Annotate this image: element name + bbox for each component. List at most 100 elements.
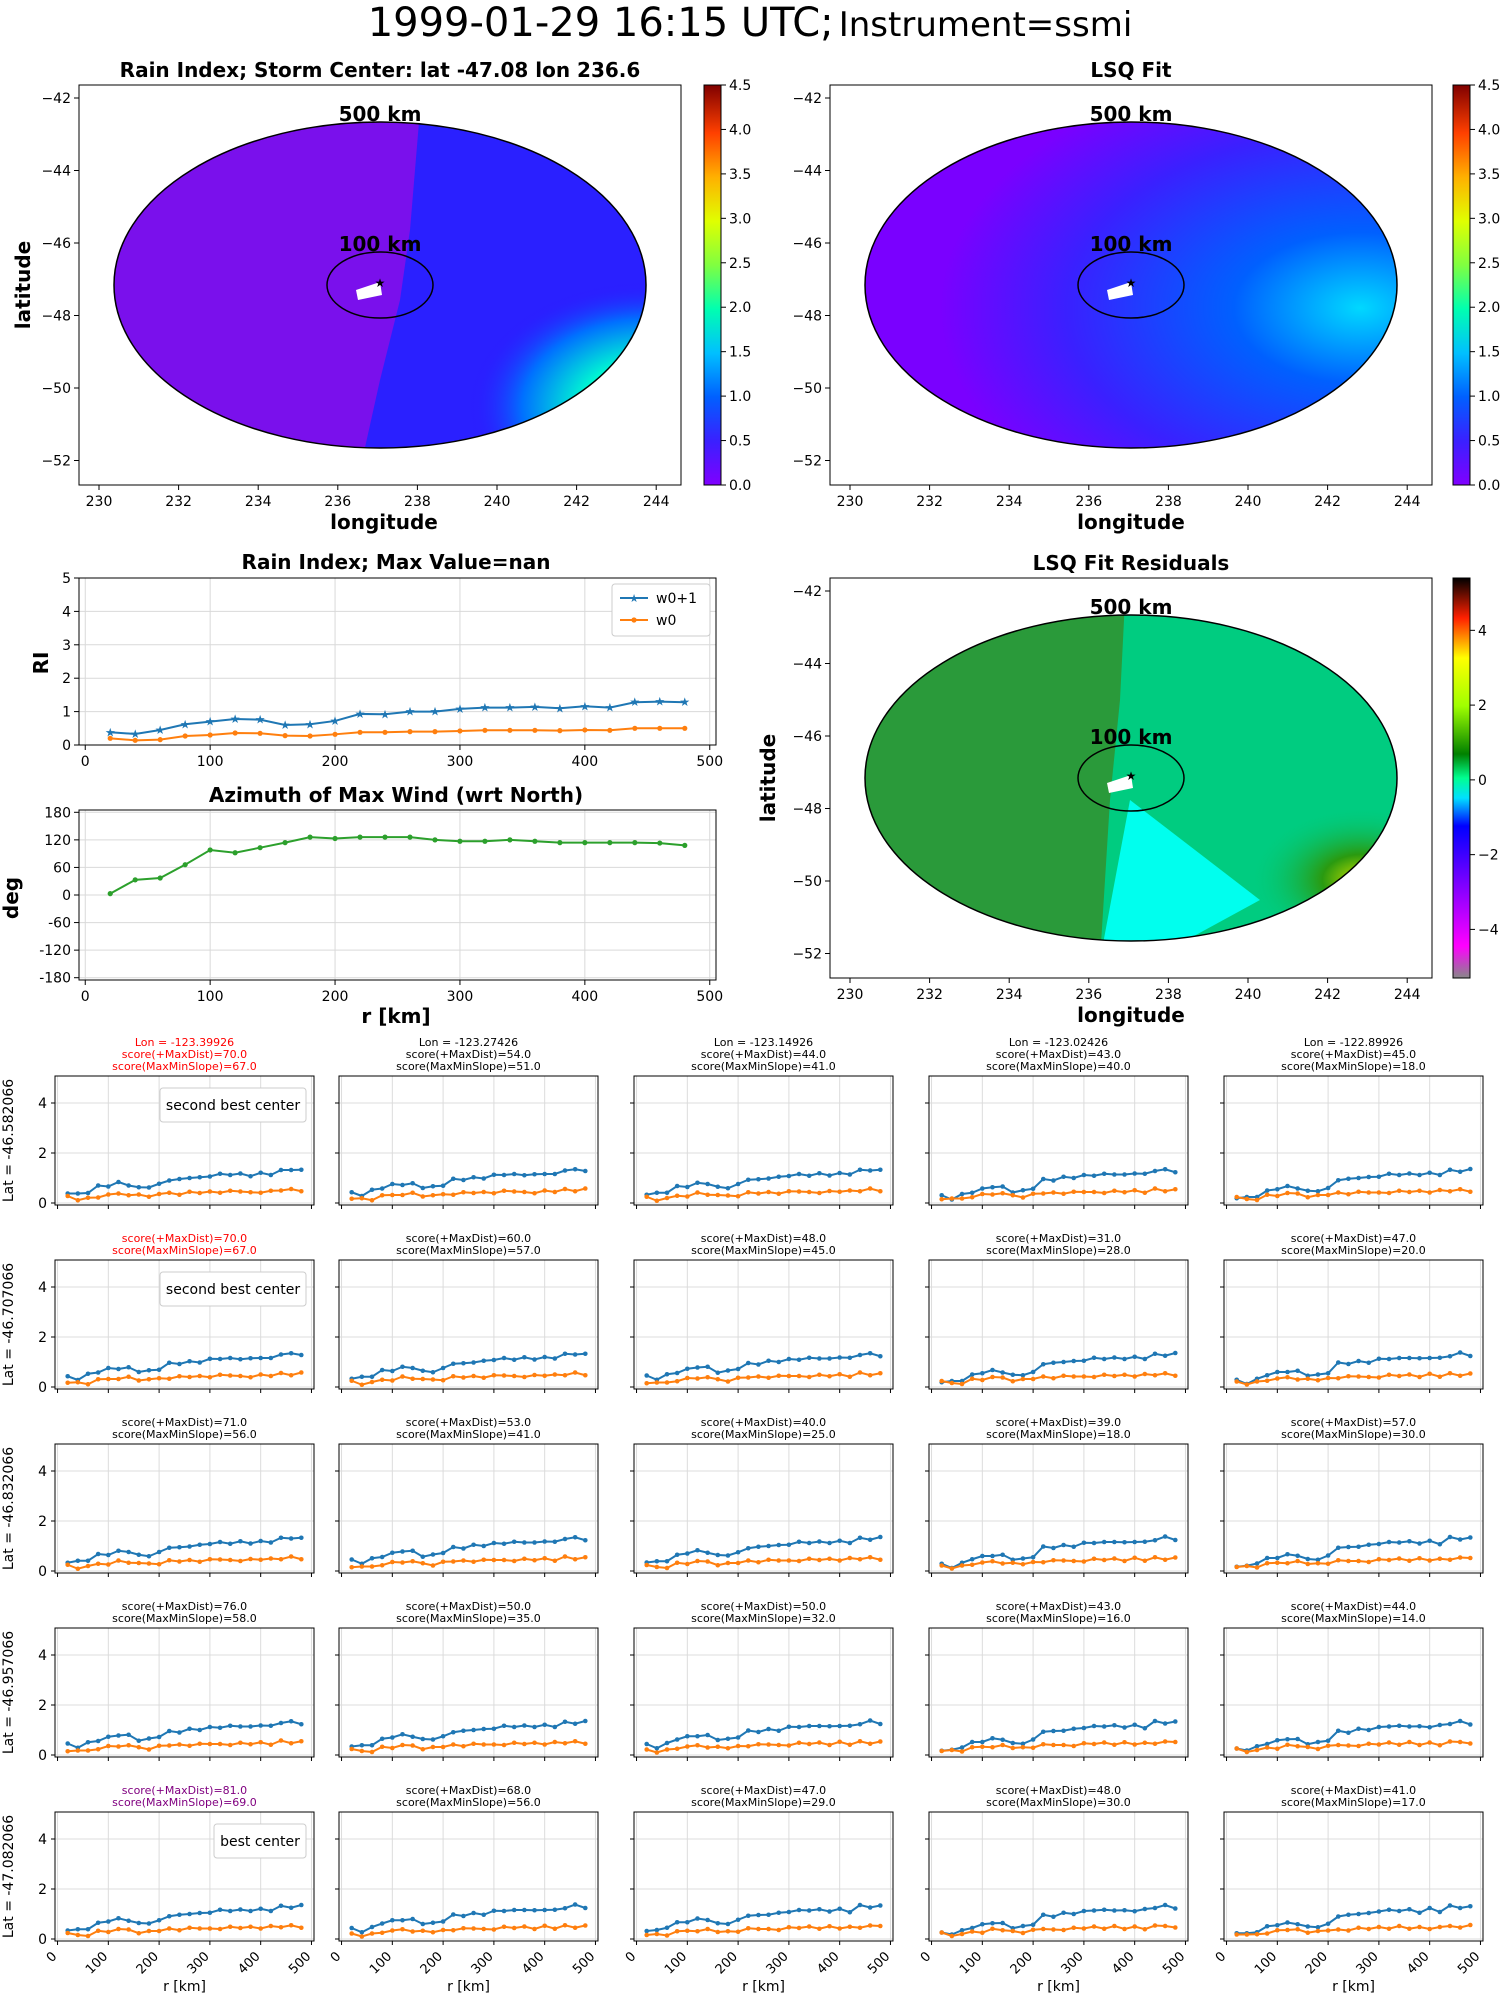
- grid-data-point: [481, 1726, 487, 1732]
- grid-data-point: [430, 1563, 436, 1568]
- grid-data-point: [735, 1193, 741, 1199]
- candidate-score-line: Lon = -123.27426: [419, 1036, 518, 1049]
- plot-area: [634, 1812, 893, 1941]
- grid-data-point: [745, 1743, 751, 1749]
- grid-data-point: [1020, 1741, 1026, 1747]
- x-tick-label: 100: [957, 1949, 985, 1977]
- grid-data-point: [786, 1909, 792, 1915]
- candidate-score-line: score(MaxMinSlope)=51.0: [396, 1060, 541, 1073]
- grid-data-point: [95, 1746, 101, 1752]
- grid-data-point: [65, 1193, 70, 1199]
- grid-data-point: [491, 1908, 497, 1914]
- x-tick-label: 200: [322, 754, 349, 770]
- grid-data-point: [857, 1925, 863, 1931]
- map-x-tick-label: 242: [1314, 494, 1341, 510]
- grid-data-point: [695, 1916, 700, 1921]
- plot-area: [339, 1444, 598, 1573]
- grid-data-point: [939, 1563, 944, 1568]
- grid-data-point: [959, 1749, 965, 1754]
- azimuth-line-chart: Azimuth of Max Wind (wrt North) deg r [k…: [0, 783, 723, 1028]
- y-tick-label: 2: [38, 1514, 47, 1530]
- grid-data-point: [1315, 1739, 1321, 1745]
- grid-data-point: [1112, 1722, 1117, 1728]
- grid-data-point: [187, 1358, 192, 1364]
- grid-data-point: [1447, 1370, 1453, 1376]
- grid-data-point: [1234, 1746, 1239, 1751]
- grid-data-point: [288, 1167, 294, 1173]
- grid-data-point: [1173, 1906, 1178, 1911]
- grid-data-point: [817, 1190, 822, 1196]
- grid-data-point: [745, 1360, 751, 1366]
- grid-data-point: [1152, 1905, 1158, 1911]
- grid-data-point: [1386, 1190, 1392, 1196]
- grid-data-point: [1051, 1375, 1056, 1381]
- grid-data-point: [1417, 1374, 1422, 1380]
- rain-index-ring-500-label: 500 km: [339, 102, 422, 126]
- grid-data-point: [410, 1916, 415, 1922]
- grid-data-point: [1020, 1923, 1026, 1929]
- grid-data-point: [796, 1740, 802, 1746]
- x-tick-label: 400: [814, 1949, 842, 1977]
- grid-data-point: [705, 1550, 710, 1556]
- grid-data-point: [1305, 1188, 1311, 1194]
- grid-data-point: [1081, 1559, 1087, 1564]
- candidate-score-line: score(MaxMinSlope)=28.0: [986, 1244, 1131, 1257]
- grid-data-point: [126, 1732, 131, 1738]
- grid-data-point: [126, 1374, 131, 1380]
- azimuth-line-chart-xlabel: r [km]: [361, 1004, 430, 1028]
- grid-data-point: [1051, 1914, 1056, 1920]
- map-y-tick-label: −48: [41, 309, 71, 325]
- grid-data-point: [1162, 1353, 1168, 1359]
- grid-data-point: [268, 1742, 274, 1748]
- grid-xlabel: r [km]: [1037, 1979, 1080, 1995]
- grid-data-point: [95, 1561, 101, 1567]
- residuals-ylabel: latitude: [756, 734, 780, 822]
- grid-data-point: [248, 1189, 253, 1195]
- grid-data-point: [1091, 1924, 1097, 1929]
- candidate-score-line: score(+MaxDist)=44.0: [1291, 1600, 1416, 1613]
- grid-data-point: [299, 1556, 304, 1562]
- lsq-fit-center-gap: [1107, 282, 1133, 300]
- grid-data-point: [1335, 1360, 1341, 1365]
- grid-data-point: [238, 1907, 243, 1912]
- data-point: [157, 737, 163, 743]
- candidate-score-line: score(+MaxDist)=43.0: [996, 1048, 1121, 1061]
- grid-data-point: [461, 1360, 466, 1366]
- grid-data-point: [501, 1172, 507, 1178]
- grid-data-point: [827, 1173, 832, 1178]
- grid-data-point: [258, 1739, 263, 1745]
- residuals-center-gap: [1107, 775, 1133, 793]
- grid-data-point: [166, 1557, 172, 1563]
- grid-data-point: [583, 1718, 588, 1724]
- grid-data-point: [471, 1910, 476, 1916]
- grid-data-point: [95, 1738, 101, 1744]
- grid-data-point: [471, 1360, 476, 1365]
- grid-data-point: [1407, 1724, 1412, 1729]
- azimuth-line-chart-title: Azimuth of Max Wind (wrt North): [209, 783, 583, 807]
- grid-data-point: [278, 1924, 284, 1930]
- grid-data-point: [481, 1912, 487, 1918]
- grid-data-point: [735, 1375, 741, 1381]
- suptitle-datetime: 1999-01-29 16:15 UTC;: [367, 0, 834, 46]
- grid-data-point: [685, 1744, 690, 1749]
- grid-data-point: [258, 1372, 263, 1377]
- candidate-plot: score(+MaxDist)=48.0score(MaxMinSlope)=4…: [630, 1232, 894, 1393]
- x-tick-label: 0: [918, 1949, 934, 1965]
- candidate-score-line: score(MaxMinSlope)=14.0: [1281, 1612, 1426, 1625]
- grid-data-point: [1386, 1557, 1392, 1563]
- candidate-score-line: score(+MaxDist)=81.0: [122, 1784, 247, 1797]
- plot-area: [1224, 1628, 1483, 1757]
- candidate-plot: Lon = -123.02426score(+MaxDist)=43.0scor…: [925, 1036, 1189, 1209]
- grid-data-point: [1386, 1539, 1392, 1545]
- grid-data-point: [390, 1559, 395, 1565]
- grid-data-point: [786, 1542, 792, 1548]
- plot-area: [929, 1076, 1188, 1205]
- grid-data-point: [1325, 1921, 1331, 1927]
- grid-data-point: [1315, 1746, 1321, 1752]
- y-tick-label: 0: [62, 738, 71, 754]
- grid-data-point: [1315, 1557, 1321, 1563]
- grid-data-point: [440, 1377, 446, 1383]
- grid-data-point: [146, 1736, 152, 1741]
- grid-data-point: [1325, 1928, 1331, 1933]
- grid-data-point: [187, 1925, 192, 1931]
